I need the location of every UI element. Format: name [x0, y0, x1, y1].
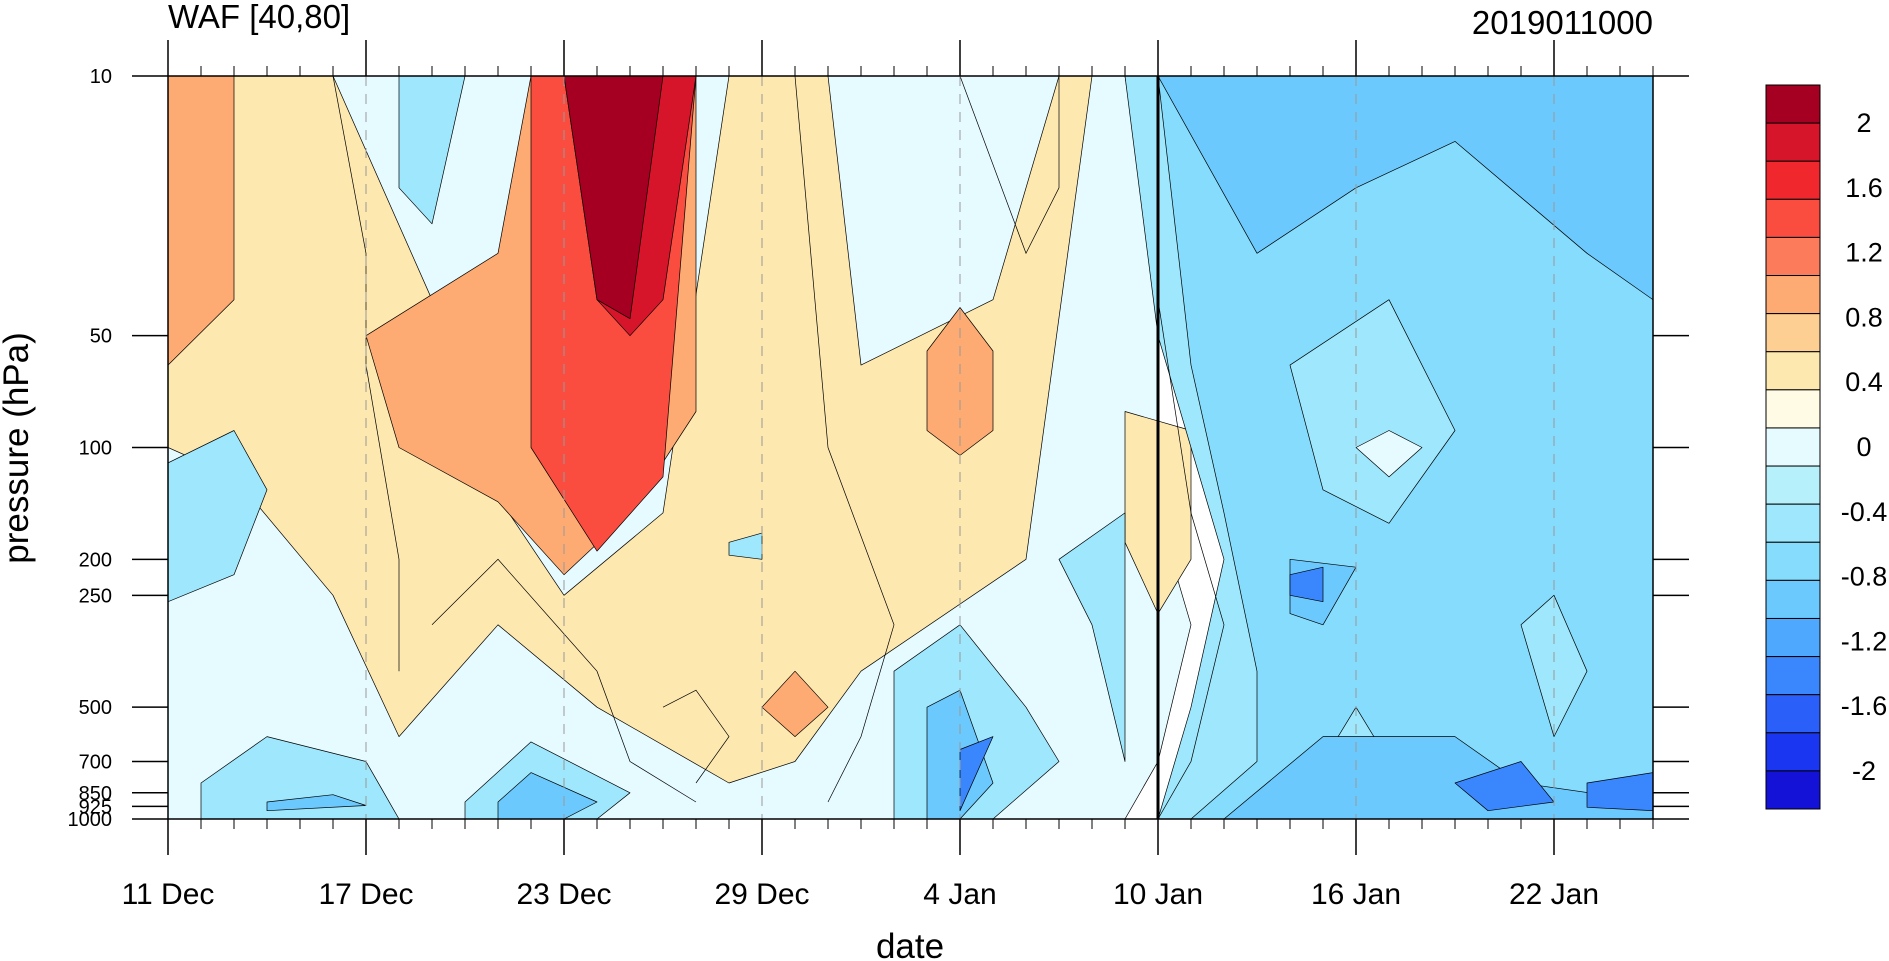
contour-region-16: [728, 532, 763, 560]
x-tick-label: 4 Jan: [923, 878, 996, 911]
contour-region-11: [398, 76, 466, 225]
colorbar-swatch: [1765, 465, 1821, 505]
contour-line-4: [959, 76, 1060, 255]
x-tick-label: 11 Dec: [122, 878, 215, 911]
x-tick-label: 29 Dec: [714, 878, 809, 911]
contour-region-12: [200, 736, 400, 819]
colorbar-swatch: [1765, 275, 1821, 315]
contour-region-19: [1289, 299, 1456, 524]
contour-region-7: [926, 307, 994, 456]
colorbar-label: -1.2: [1841, 626, 1888, 656]
colorbar-swatch: [1765, 351, 1821, 391]
colorbar: 2 1.6 1.2 0.8 0.4 0 -0.4 -0.8 -1.2 -1.6 -2: [1765, 84, 1888, 810]
contour-region-15: [1058, 512, 1126, 762]
colorbar-label: -0.4: [1841, 497, 1888, 527]
colorbar-label: 1.2: [1845, 238, 1883, 268]
colorbar-swatch: [1765, 160, 1821, 200]
contour-region-8: [761, 670, 829, 737]
contour-line-0: [1157, 299, 1225, 819]
colorbar-swatch: [1765, 427, 1821, 467]
colorbar-swatch: [1765, 84, 1821, 124]
colorbar-swatch: [1765, 656, 1821, 696]
colorbar-swatch: [1765, 732, 1821, 772]
colorbar-swatch: [1765, 694, 1821, 734]
colorbar-label: 1.6: [1845, 173, 1883, 203]
x-tick-label: 17 Dec: [318, 878, 413, 911]
colorbar-swatch: [1765, 313, 1821, 353]
y-axis-label: pressure (hPa): [0, 332, 36, 563]
x-axis: 11 Dec 17 Dec 23 Dec 29 Dec 4 Jan 10 Jan 16 Ja…: [122, 40, 1654, 911]
colorbar-swatch: [1765, 236, 1821, 277]
contour-region-20: [1355, 430, 1423, 478]
contour-line-1: [794, 76, 895, 803]
contour-region-22: [1520, 594, 1588, 737]
contour-region-25: [497, 772, 598, 819]
x-tick-label: 10 Jan: [1113, 878, 1203, 911]
contour-region-31: [1586, 772, 1653, 812]
colorbar-swatch: [1765, 579, 1821, 619]
contour-region-10: [168, 430, 268, 603]
plot-area: [168, 76, 1653, 819]
colorbar-label: -2: [1852, 756, 1876, 786]
contour-region-23: [1157, 76, 1653, 301]
y-tick-label: 700: [79, 751, 112, 773]
colorbar-label: 0.4: [1845, 367, 1883, 397]
x-tick-label: 23 Dec: [516, 878, 611, 911]
y-tick-label: 100: [79, 438, 112, 460]
x-tick-label: 22 Jan: [1509, 878, 1599, 911]
y-tick-label: 50: [90, 326, 112, 348]
colorbar-swatch: [1765, 503, 1821, 543]
colorbar-swatch: [1765, 198, 1821, 238]
colorbar-label: -1.6: [1841, 691, 1888, 721]
y-tick-label: 200: [79, 549, 112, 571]
colorbar-label: 0: [1856, 432, 1871, 462]
y-tick-label: 925: [79, 796, 112, 818]
y-tick-label: 850: [79, 783, 112, 805]
chart-subtitle: 2019011000: [1472, 4, 1653, 41]
contour-region-6: [563, 76, 664, 320]
y-tick-label: 500: [79, 697, 112, 719]
colorbar-label: 2: [1856, 108, 1871, 138]
colorbar-swatch: [1765, 541, 1821, 581]
y-tick-label: 1000: [68, 809, 113, 831]
x-tick-label: 16 Jan: [1311, 878, 1401, 911]
chart-title: WAF [40,80]: [168, 0, 350, 35]
contour-line-5: [662, 689, 730, 784]
colorbar-label: -0.8: [1841, 562, 1888, 592]
colorbar-label: 0.8: [1845, 302, 1883, 332]
y-tick-label: 250: [79, 585, 112, 607]
colorbar-swatch: [1765, 617, 1821, 658]
contour-region-2: [168, 76, 235, 366]
colorbar-swatch: [1765, 122, 1821, 162]
colorbar-swatch: [1765, 770, 1821, 810]
colorbar-swatch: [1765, 389, 1821, 429]
y-tick-label: 10: [90, 66, 112, 88]
contour-region-29: [1289, 566, 1324, 603]
x-axis-label: date: [876, 927, 944, 961]
contour-line-2: [431, 558, 697, 803]
